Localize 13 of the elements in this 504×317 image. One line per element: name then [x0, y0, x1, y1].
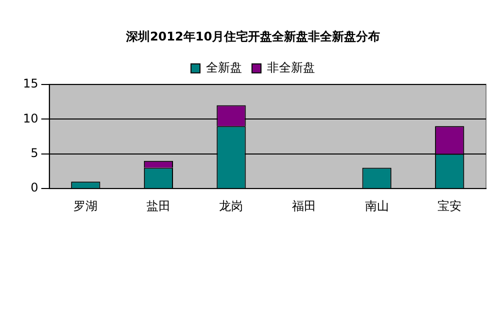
x-tick-label: 龙岗: [219, 198, 244, 213]
chart-title: 深圳2012年10月住宅开盘全新盘非全新盘分布: [124, 29, 380, 44]
y-tick-label: 10: [22, 111, 38, 126]
y-tick-label: 0: [30, 180, 38, 195]
legend-label: 非全新盘: [267, 60, 315, 75]
x-tick-label: 罗湖: [74, 198, 98, 213]
x-tick-label: 福田: [292, 198, 316, 213]
x-tick-label: 盐田: [146, 198, 170, 213]
legend-label: 全新盘: [206, 60, 242, 75]
y-tick-label: 5: [30, 146, 38, 160]
x-tick-label: 南山: [364, 198, 389, 213]
x-tick-label: 宝安: [438, 198, 462, 213]
y-tick-label: 15: [22, 76, 38, 91]
